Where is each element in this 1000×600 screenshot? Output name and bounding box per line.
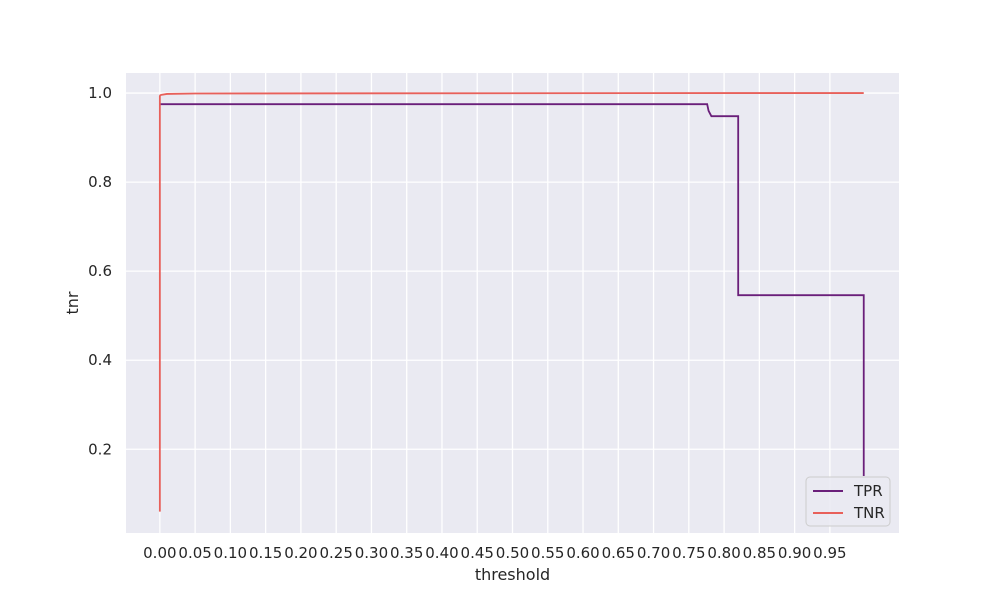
x-tick-label: 0.85 (743, 544, 776, 562)
x-tick-label: 0.80 (707, 544, 740, 562)
x-tick-label: 0.45 (461, 544, 494, 562)
x-tick-label: 0.30 (355, 544, 388, 562)
x-tick-label: 0.35 (390, 544, 423, 562)
x-tick-label: 0.55 (531, 544, 564, 562)
legend: TPR TNR (805, 476, 891, 527)
legend-label-tpr: TPR (853, 482, 883, 500)
x-tick-label: 0.25 (319, 544, 352, 562)
x-tick-label: 0.95 (813, 544, 846, 562)
y-tick-label: 0.4 (88, 351, 112, 369)
y-tick-label: 0.6 (88, 262, 112, 280)
x-tick-label: 0.70 (637, 544, 670, 562)
grid-lines (126, 73, 899, 533)
series-lines (158, 92, 865, 512)
y-axis-label: tnr (63, 291, 82, 314)
x-tick-label: 0.15 (249, 544, 282, 562)
y-tick-label: 0.8 (88, 173, 112, 191)
series-line-tnr (158, 92, 864, 512)
x-tick-label: 0.50 (496, 544, 529, 562)
x-tick-label: 0.00 (143, 544, 176, 562)
x-tick-label: 0.65 (602, 544, 635, 562)
x-tick-label: 0.40 (425, 544, 458, 562)
y-tick-labels: 0.2 0.4 0.6 0.8 1.0 (88, 84, 112, 458)
x-tick-label: 0.60 (566, 544, 599, 562)
x-axis-label: threshold (475, 565, 550, 584)
y-tick-label: 1.0 (88, 84, 112, 102)
x-tick-label: 0.75 (672, 544, 705, 562)
x-tick-labels: 0.00 0.05 0.10 0.15 0.20 0.25 0.30 0.35 0.40 0.45… (143, 544, 846, 562)
x-tick-label: 0.90 (778, 544, 811, 562)
x-tick-label: 0.20 (284, 544, 317, 562)
x-tick-label: 0.10 (214, 544, 247, 562)
x-tick-label: 0.05 (178, 544, 211, 562)
legend-label-tnr: TNR (853, 504, 885, 522)
y-tick-label: 0.2 (88, 440, 112, 458)
